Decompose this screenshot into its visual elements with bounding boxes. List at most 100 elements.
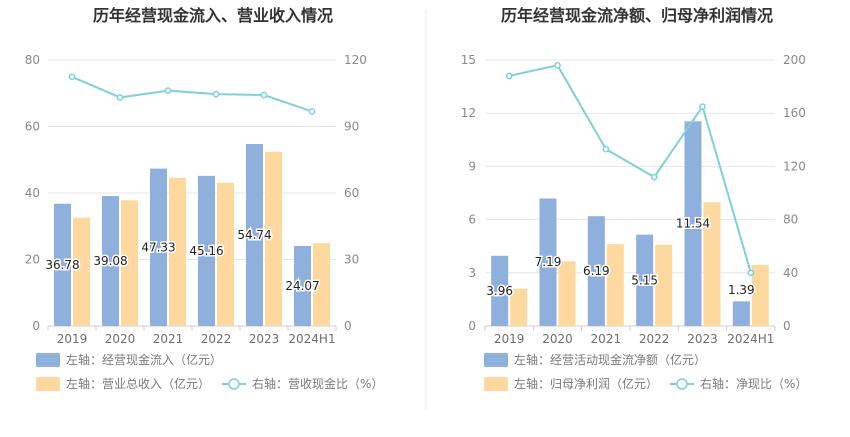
- bar-secondary: [121, 200, 138, 326]
- line-point: [747, 269, 755, 277]
- y-right-tick-label: 120: [783, 159, 806, 173]
- data-label: 36.78: [45, 258, 79, 272]
- bar-secondary: [751, 264, 769, 326]
- bar-secondary: [265, 151, 282, 326]
- bar-secondary: [169, 177, 186, 326]
- data-label: 11.54: [676, 217, 710, 231]
- line-series: [508, 64, 752, 274]
- legend-label: 右轴：营收现金比（%）: [252, 376, 383, 391]
- bar-primary: [150, 168, 167, 326]
- bar-secondary: [73, 217, 90, 326]
- x-tick-label: 2019: [494, 332, 525, 346]
- y-left-tick-label: 40: [25, 186, 40, 200]
- bar-primary: [246, 143, 263, 326]
- data-label: 5.15: [631, 273, 658, 287]
- line-point: [602, 145, 610, 153]
- bar-primary: [54, 203, 71, 326]
- bar-secondary: [558, 261, 576, 326]
- bar-primary: [102, 196, 119, 326]
- x-tick-label: 2021: [153, 332, 184, 346]
- line-point: [260, 91, 268, 99]
- y-right-tick-label: 160: [783, 106, 806, 120]
- x-tick-label: 2024H1: [288, 332, 335, 346]
- x-tick-label: 2020: [542, 332, 573, 346]
- y-left-tick-label: 20: [25, 253, 40, 267]
- data-label: 3.96: [486, 284, 513, 298]
- y-left-tick-label: 60: [25, 120, 40, 134]
- line-point: [308, 108, 316, 115]
- bar-secondary: [703, 202, 721, 326]
- line-series: [71, 75, 313, 113]
- x-tick-label: 2024H1: [727, 332, 774, 346]
- bar-primary: [684, 121, 702, 326]
- line-point: [164, 87, 172, 94]
- x-tick-label: 2021: [591, 332, 622, 346]
- line-point: [116, 94, 124, 101]
- data-label: 39.08: [93, 254, 127, 268]
- chart-net-cash-flow-profit: 历年经营现金流净额、归母净利润情况 0 0 3 40 6 80 9 120 12 160 15 200 2…: [461, 6, 807, 391]
- legend-swatch: [484, 353, 508, 367]
- legend-label: 左轴：经营活动现金流净额（亿元）: [514, 352, 706, 367]
- data-label: 45.16: [189, 244, 223, 258]
- legend-swatch: [36, 377, 60, 391]
- y-right-tick-label: 120: [344, 53, 367, 67]
- legend-swatch-marker: [228, 378, 240, 390]
- bar-primary: [539, 198, 557, 326]
- bar-secondary: [217, 182, 234, 326]
- legend-swatch: [36, 353, 60, 367]
- x-tick-label: 2020: [105, 332, 136, 346]
- legend-label: 左轴：归母净利润（亿元）: [514, 376, 658, 391]
- x-tick-label: 2023: [687, 332, 718, 346]
- chart-title: 历年经营现金流净额、归母净利润情况: [501, 6, 773, 25]
- bar-secondary: [606, 244, 624, 326]
- legend-label: 右轴：净现比（%）: [700, 376, 807, 391]
- data-label: 54.74: [237, 228, 271, 242]
- y-left-tick-label: 3: [468, 266, 476, 280]
- y-left-tick-label: 80: [25, 53, 40, 67]
- y-right-tick-label: 60: [344, 186, 359, 200]
- line-point: [699, 103, 706, 110]
- chart-cash-inflow-revenue: 历年经营现金流入、营业收入情况 0 0 20 30 40 60 60 90 80 120 2019 20…: [25, 6, 383, 391]
- bar-secondary: [313, 243, 330, 326]
- line-point: [212, 90, 220, 98]
- bar-primary: [587, 216, 605, 326]
- legend-label: 左轴：营业总收入（亿元）: [66, 376, 210, 391]
- data-label: 24.07: [285, 279, 319, 293]
- y-right-tick-label: 0: [783, 319, 791, 333]
- y-left-tick-label: 12: [461, 106, 476, 120]
- y-right-tick-label: 40: [783, 266, 798, 280]
- chart-title: 历年经营现金流入、营业收入情况: [93, 6, 333, 25]
- data-label: 1.39: [728, 283, 755, 297]
- y-left-tick-label: 6: [468, 213, 476, 227]
- legend-swatch-marker: [676, 378, 688, 390]
- y-left-tick-label: 9: [468, 159, 476, 173]
- data-label: 47.33: [141, 240, 175, 254]
- data-label: 6.19: [583, 264, 610, 278]
- y-right-tick-label: 0: [344, 319, 352, 333]
- line-point: [554, 61, 561, 69]
- y-right-tick-label: 200: [783, 53, 806, 67]
- y-left-tick-label: 0: [32, 319, 40, 333]
- bar-primary: [636, 234, 654, 326]
- y-left-tick-label: 0: [468, 319, 476, 333]
- x-tick-label: 2022: [201, 332, 232, 346]
- bar-secondary: [655, 244, 673, 326]
- y-right-tick-label: 30: [344, 253, 359, 267]
- legend-label: 左轴：经营现金流入（亿元）: [66, 352, 222, 367]
- bar-primary: [732, 301, 750, 326]
- bar-primary: [491, 255, 509, 326]
- bar-primary: [198, 175, 215, 326]
- line-point: [68, 73, 76, 81]
- bar-secondary: [510, 288, 528, 326]
- line-point: [505, 72, 513, 80]
- y-right-tick-label: 80: [783, 213, 798, 227]
- y-left-tick-label: 15: [461, 53, 476, 67]
- y-right-tick-label: 90: [344, 120, 359, 134]
- line-point: [650, 173, 658, 181]
- bar-primary: [294, 245, 311, 326]
- legend-swatch: [484, 377, 508, 391]
- x-tick-label: 2023: [249, 332, 280, 346]
- x-tick-label: 2022: [639, 332, 670, 346]
- data-label: 7.19: [535, 255, 562, 269]
